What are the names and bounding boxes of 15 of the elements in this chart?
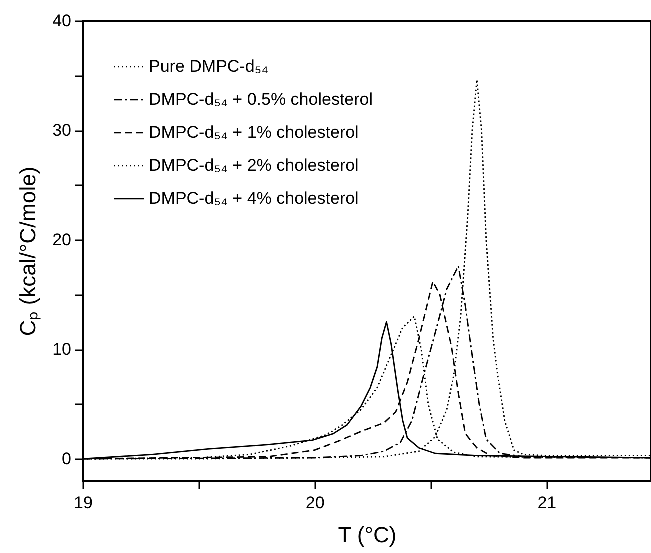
x-tick-label: 21	[538, 494, 557, 512]
y-tick-label: 20	[52, 230, 72, 250]
y-tick-label: 30	[52, 121, 72, 140]
y-axis-title: Cₚ (kcal/°C/mole)	[16, 166, 42, 336]
x-axis-title: T (°C)	[338, 522, 397, 548]
x-tick-label: 20	[306, 494, 325, 512]
y-tick-label: 40	[52, 12, 72, 30]
y-tick-label: 10	[52, 340, 72, 360]
legend-label: Pure DMPC-d₅₄	[149, 57, 269, 76]
legend-label: DMPC-d₅₄ + 0.5% cholesterol	[149, 90, 374, 109]
legend-label: DMPC-d₅₄ + 2% cholesterol	[149, 156, 359, 175]
x-tick-label: 19	[74, 494, 93, 512]
legend-label: DMPC-d₅₄ + 1% cholesterol	[149, 123, 359, 142]
y-tick-label: 0	[62, 450, 72, 469]
legend-label: DMPC-d₅₄ + 4% cholesterol	[149, 189, 359, 208]
